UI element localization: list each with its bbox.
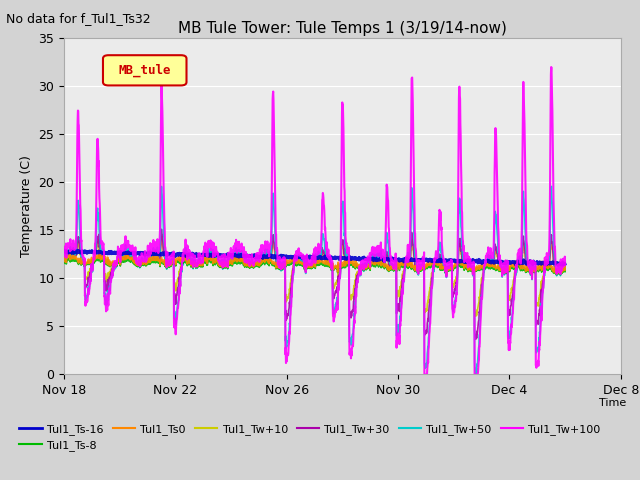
Y-axis label: Temperature (C): Temperature (C) <box>20 156 33 257</box>
Text: MB_tule: MB_tule <box>118 64 171 77</box>
Title: MB Tule Tower: Tule Temps 1 (3/19/14-now): MB Tule Tower: Tule Temps 1 (3/19/14-now… <box>178 21 507 36</box>
Text: No data for f_Tul1_Ts32: No data for f_Tul1_Ts32 <box>6 12 151 25</box>
Legend: Tul1_Ts-16, Tul1_Ts-8, Tul1_Ts0, Tul1_Tw+10, Tul1_Tw+30, Tul1_Tw+50, Tul1_Tw+100: Tul1_Ts-16, Tul1_Ts-8, Tul1_Ts0, Tul1_Tw… <box>19 424 600 451</box>
Text: Time: Time <box>599 398 627 408</box>
FancyBboxPatch shape <box>103 55 186 85</box>
